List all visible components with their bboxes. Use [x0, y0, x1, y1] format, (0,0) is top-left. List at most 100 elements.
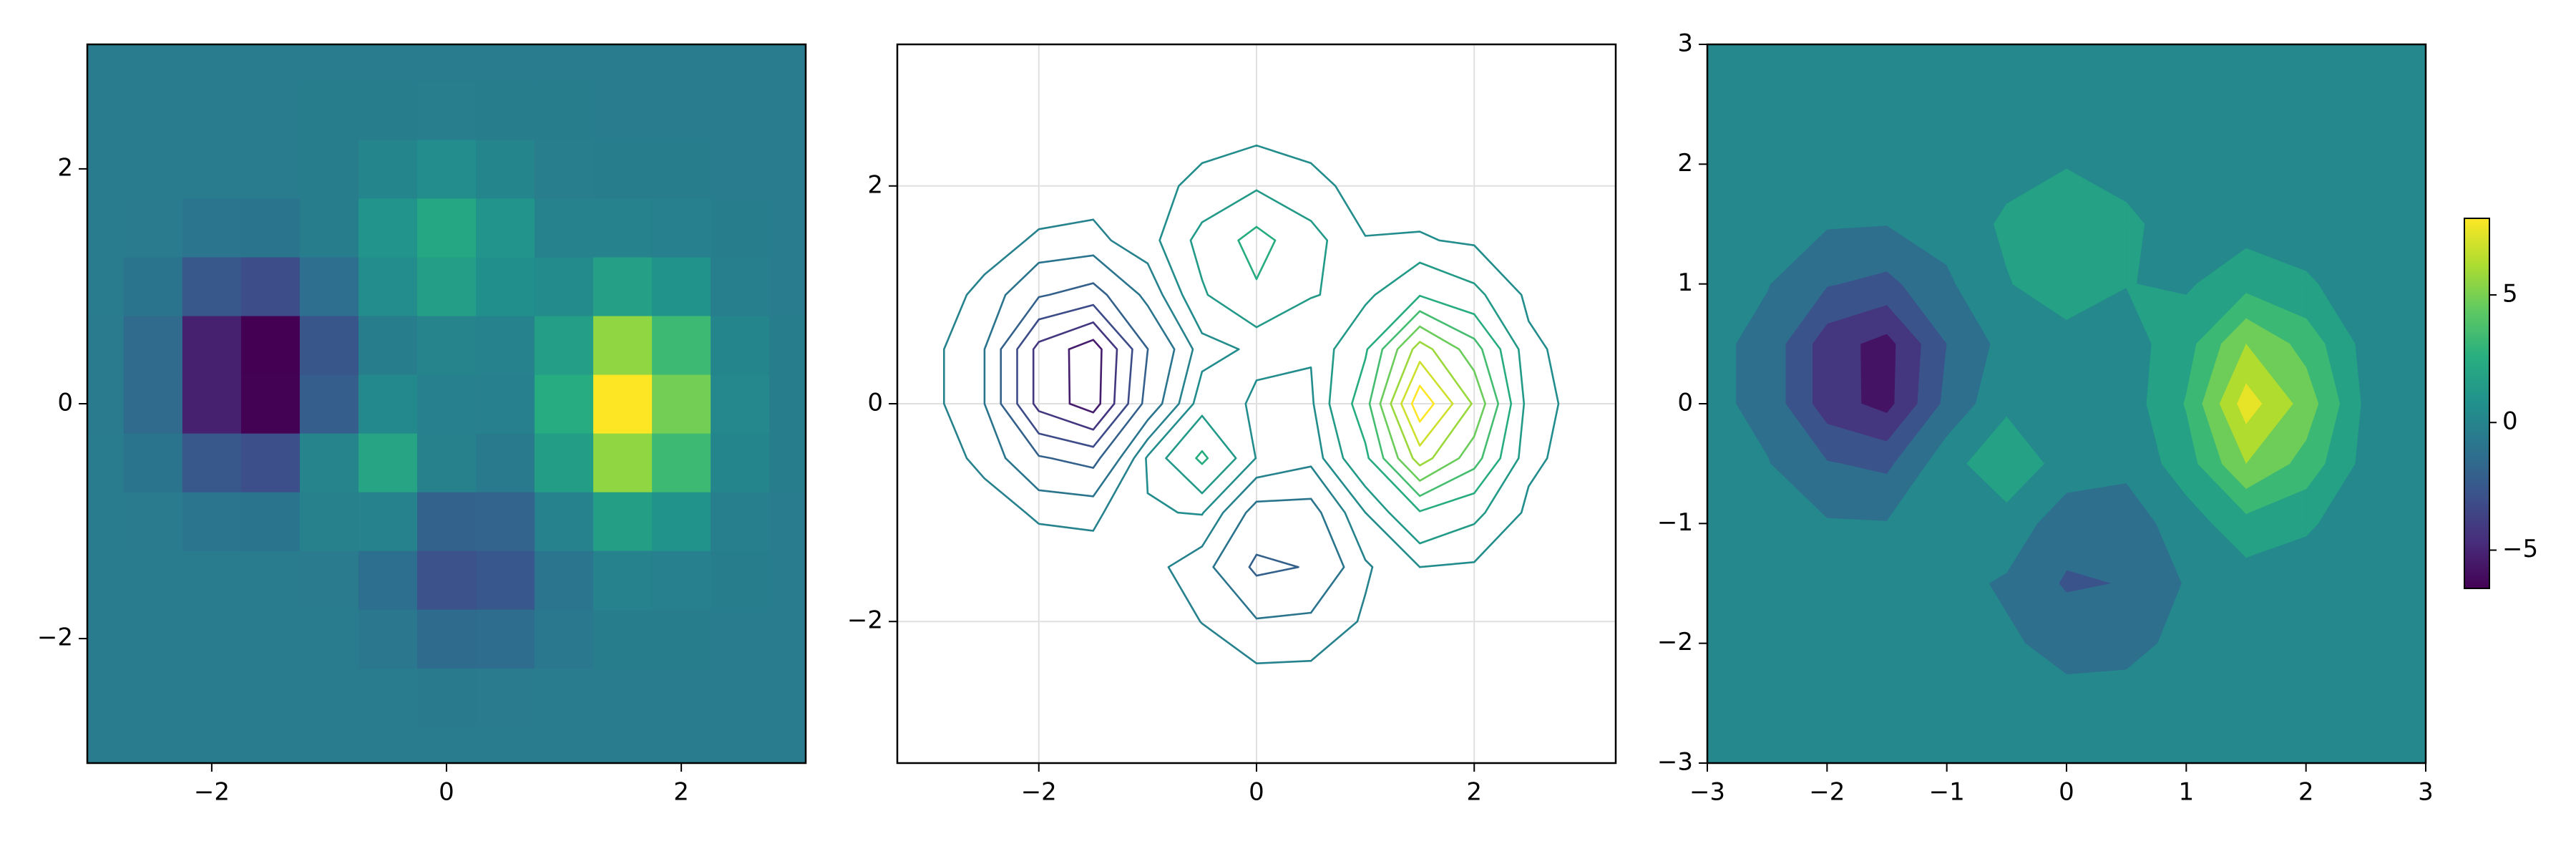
y-tick-label: −2	[37, 623, 73, 652]
heatmap-cell	[711, 374, 770, 434]
y-tick-label: −2	[1657, 628, 1693, 656]
heatmap-cell	[769, 374, 806, 434]
heatmap-cell	[240, 433, 301, 492]
heatmap-cell	[476, 550, 535, 610]
heatmap-cell	[476, 433, 535, 492]
heatmap-cell	[299, 80, 359, 140]
y-tick-label: 0	[57, 389, 73, 417]
heatmap-cell	[593, 198, 653, 258]
heatmap-cell	[123, 609, 183, 669]
heatmap-cell	[240, 198, 301, 258]
heatmap-cell	[240, 492, 301, 551]
contour-line	[1195, 225, 1513, 513]
heatmap-cell	[711, 550, 770, 610]
heatmap-cell	[711, 139, 770, 199]
heatmap-cell	[769, 198, 806, 258]
heatmap-cell	[416, 80, 477, 140]
heatmap-cell	[416, 315, 477, 375]
heatmap-cell	[535, 727, 594, 763]
heatmap-cell	[182, 80, 242, 140]
heatmap-cell	[299, 433, 359, 492]
heatmap-cell	[476, 609, 535, 669]
heatmap-cell	[652, 315, 711, 375]
heatmap-cell	[711, 668, 770, 727]
heatmap-cell	[182, 198, 242, 258]
heatmap-cell	[240, 609, 301, 669]
heatmap-cell	[299, 374, 359, 434]
heatmap-cell	[476, 374, 535, 434]
heatmap-cell	[711, 492, 770, 551]
heatmap-cell	[299, 256, 359, 316]
heatmap-cell	[711, 433, 770, 492]
heatmap-cell	[87, 198, 125, 258]
x-tick-label: 0	[1249, 778, 1264, 807]
colorbar	[2464, 218, 2490, 589]
heatmap-cell	[593, 374, 653, 434]
heatmap-cell	[416, 668, 477, 727]
heatmap-cell	[535, 609, 594, 669]
heatmap-cell	[652, 44, 711, 82]
heatmap-cell	[87, 139, 125, 199]
heatmap-cell	[416, 433, 477, 492]
heatmap-cell	[87, 668, 125, 727]
heatmap-cell	[87, 80, 125, 140]
heatmap-cell	[535, 492, 594, 551]
x-tick-label: 3	[2418, 778, 2434, 807]
heatmap-cell	[358, 256, 418, 316]
heatmap-cell	[711, 256, 770, 316]
heatmap-cell	[299, 44, 359, 82]
heatmap-cell	[652, 550, 711, 610]
heatmap-cell	[123, 492, 183, 551]
heatmap-cell	[711, 315, 770, 375]
heatmap-cell	[87, 374, 125, 434]
heatmap-cell	[240, 727, 301, 763]
heatmap-cell	[769, 139, 806, 199]
y-tick-label: 2	[57, 153, 73, 182]
heatmap-cell	[476, 668, 535, 727]
heatmap-cell	[711, 727, 770, 763]
plot-area	[897, 44, 1616, 763]
contour-line	[1379, 325, 1486, 482]
heatmap-cell	[769, 433, 806, 492]
heatmap-cell	[535, 256, 594, 316]
x-tick-label: −2	[194, 778, 230, 807]
heatmap-cell	[416, 492, 477, 551]
contour-line	[1368, 310, 1500, 498]
heatmap-cell	[182, 315, 242, 375]
x-tick-label: −3	[1689, 778, 1725, 807]
heatmap-cell	[87, 550, 125, 610]
heatmap-cell	[652, 492, 711, 551]
heatmap-cell	[476, 139, 535, 199]
heatmap-cell	[240, 374, 301, 434]
heatmap-cell	[711, 609, 770, 669]
x-tick-label: 0	[2059, 778, 2074, 807]
heatmap-cell	[123, 550, 183, 610]
heatmap-cell	[593, 727, 653, 763]
heatmap-cell	[652, 139, 711, 199]
heatmap-cell	[182, 256, 242, 316]
heatmap-cell	[476, 315, 535, 375]
y-tick-label: 2	[867, 170, 883, 199]
heatmap-cell	[476, 198, 535, 258]
y-tick-label: −3	[1657, 748, 1693, 777]
heatmap-cell	[123, 433, 183, 492]
heatmap-cell	[358, 315, 418, 375]
heatmap-cell	[476, 80, 535, 140]
heatmap-cell	[87, 44, 125, 82]
heatmap-cell	[358, 139, 418, 199]
heatmap-cell	[87, 315, 125, 375]
contour-line	[1410, 384, 1435, 423]
heatmap-cell	[535, 374, 594, 434]
heatmap-cell	[652, 80, 711, 140]
heatmap-cell	[123, 80, 183, 140]
heatmap-cell	[123, 256, 183, 316]
heatmap-cell	[416, 609, 477, 669]
heatmap-cell	[593, 315, 653, 375]
heatmap-cell	[123, 139, 183, 199]
heatmap-cell	[182, 44, 242, 82]
heatmap-cell	[358, 80, 418, 140]
heatmap-cell	[358, 433, 418, 492]
colorbar-tick-label: −5	[2502, 535, 2538, 563]
heatmap-cell	[476, 492, 535, 551]
